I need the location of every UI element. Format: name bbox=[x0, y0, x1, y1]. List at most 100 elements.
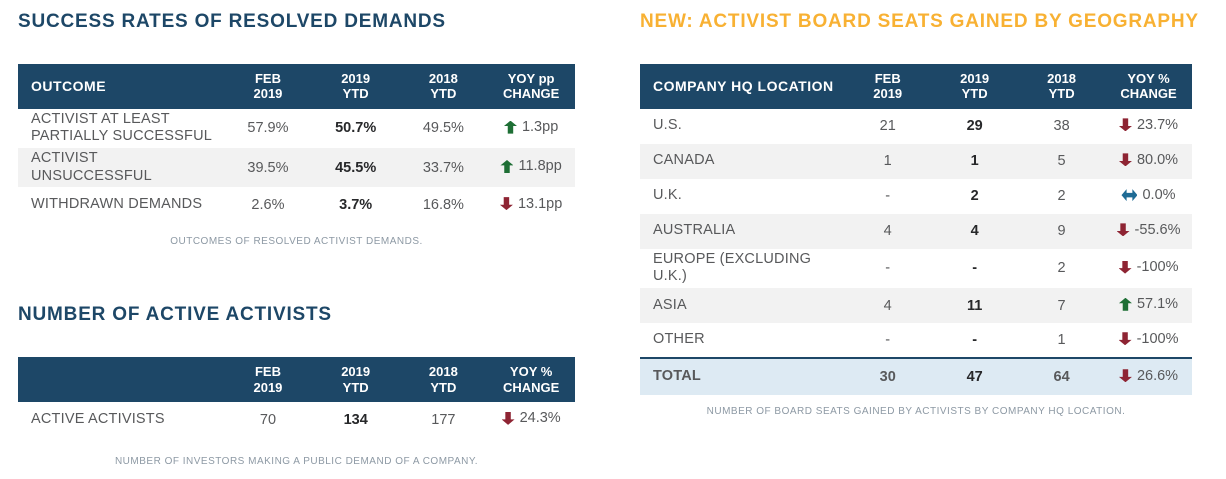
ytd-2018-value: 7 bbox=[1057, 297, 1066, 314]
feb-2019-value: 30 bbox=[879, 369, 896, 386]
success-rates-title: SUCCESS RATES OF RESOLVED DEMANDS bbox=[18, 11, 446, 32]
trend-arrow-icon bbox=[1118, 369, 1132, 383]
trend-arrow-icon bbox=[499, 197, 513, 211]
trend-arrow-icon bbox=[1118, 118, 1132, 132]
table-row: OTHER - - 1 -100% bbox=[640, 323, 1192, 358]
board-seats-title: NEW: ACTIVIST BOARD SEATS GAINED BY GEOG… bbox=[640, 11, 1199, 32]
active-activists-title: NUMBER OF ACTIVE ACTIVISTS bbox=[18, 304, 332, 326]
ytd-2019-value: 1 bbox=[970, 153, 979, 170]
yoy-change-cell: 26.6% bbox=[1105, 358, 1192, 395]
table-row: ACTIVIST UNSUCCESSFUL 39.5% 45.5% 33.7% … bbox=[18, 148, 575, 188]
yoy-change-value: -100% bbox=[1136, 330, 1179, 347]
yoy-change-cell: -100% bbox=[1105, 249, 1192, 288]
yoy-change-cell: 24.3% bbox=[487, 402, 575, 437]
trend-arrow-icon bbox=[500, 159, 514, 173]
table-row: EUROPE (EXCLUDING U.K.) - - 2 -100% bbox=[640, 249, 1192, 288]
row-label: ACTIVE ACTIVISTS bbox=[31, 410, 165, 427]
column-header-feb-2019: FEB 2019 bbox=[224, 357, 312, 403]
row-label: ACTIVIST AT LEAST PARTIALLY SUCCESSFUL bbox=[31, 110, 213, 145]
yoy-change-cell: 57.1% bbox=[1105, 288, 1192, 323]
yoy-change-value: 11.8pp bbox=[518, 158, 562, 175]
ytd-2019-value: 3.7% bbox=[339, 196, 373, 213]
yoy-change-cell: 13.1pp bbox=[487, 187, 575, 222]
trend-arrow-icon bbox=[1121, 189, 1138, 202]
ytd-2018-value: 33.7% bbox=[422, 159, 464, 176]
table-caption: NUMBER OF INVESTORS MAKING A PUBLIC DEMA… bbox=[114, 456, 479, 468]
ytd-2019-value: 11 bbox=[966, 297, 983, 314]
row-label: WITHDRAWN DEMANDS bbox=[31, 196, 203, 213]
table-row: CANADA 1 1 5 80.0% bbox=[640, 143, 1192, 179]
ytd-2018-value: 16.8% bbox=[422, 196, 464, 213]
ytd-2019-value: 29 bbox=[966, 118, 983, 135]
yoy-change-value: -100% bbox=[1136, 259, 1179, 276]
column-header-2019-ytd: 2019 YTD bbox=[931, 64, 1019, 109]
feb-2019-value: 70 bbox=[259, 411, 277, 428]
yoy-change-value: 57.1% bbox=[1136, 296, 1179, 313]
yoy-change-cell: -100% bbox=[1105, 323, 1192, 358]
column-header-yoy-change: YOY % CHANGE bbox=[487, 357, 575, 403]
column-header-2018-ytd: 2018 YTD bbox=[1018, 64, 1106, 109]
row-label: U.S. bbox=[653, 117, 682, 134]
table-row: ASIA 4 11 7 57.1% bbox=[640, 288, 1192, 324]
ytd-2018-value: 9 bbox=[1057, 223, 1066, 240]
row-label: EUROPE (EXCLUDING U.K.) bbox=[653, 250, 812, 285]
trend-arrow-icon bbox=[1118, 153, 1132, 167]
yoy-change-value: 0.0% bbox=[1142, 187, 1176, 204]
trend-arrow-icon bbox=[1118, 297, 1132, 311]
column-header-empty bbox=[18, 357, 225, 403]
row-label: CANADA bbox=[653, 152, 715, 169]
yoy-change-cell: 11.8pp bbox=[487, 148, 575, 187]
column-header-feb-2019: FEB 2019 bbox=[224, 64, 312, 109]
ytd-2018-value: 38 bbox=[1053, 118, 1070, 135]
ytd-2018-value: 5 bbox=[1057, 153, 1066, 170]
header-row: FEB 2019 2019 YTD 2018 YTD YOY % CHANGE bbox=[18, 357, 575, 403]
feb-2019-value: 21 bbox=[879, 118, 896, 135]
ytd-2018-value: 1 bbox=[1057, 332, 1066, 349]
yoy-change-cell: -55.6% bbox=[1105, 214, 1192, 249]
yoy-change-value: 80.0% bbox=[1136, 151, 1179, 168]
trend-arrow-icon bbox=[1118, 332, 1132, 346]
table-row: U.S. 21 29 38 23.7% bbox=[640, 109, 1192, 144]
yoy-change-value: 26.6% bbox=[1136, 367, 1179, 384]
board-seats-table: COMPANY HQ LOCATION FEB 2019 2019 YTD 20… bbox=[640, 64, 1192, 396]
ytd-2019-value: 50.7% bbox=[335, 120, 377, 137]
row-label: ASIA bbox=[653, 296, 687, 313]
header-row: COMPANY HQ LOCATION FEB 2019 2019 YTD 20… bbox=[640, 64, 1192, 109]
yoy-change-value: 23.7% bbox=[1136, 116, 1179, 133]
yoy-change-value: -55.6% bbox=[1134, 221, 1181, 238]
row-label: OTHER bbox=[653, 331, 705, 348]
column-header-company-hq-location: COMPANY HQ LOCATION bbox=[640, 64, 845, 109]
left-column: SUCCESS RATES OF RESOLVED DEMANDS OUTCOM… bbox=[18, 10, 575, 467]
table-row: AUSTRALIA 4 4 9 -55.6% bbox=[640, 213, 1192, 249]
yoy-change-value: 1.3pp bbox=[521, 119, 559, 136]
total-row: TOTAL 30 47 64 26.6% bbox=[640, 358, 1192, 396]
column-header-yoy-change: YOY % CHANGE bbox=[1105, 64, 1192, 109]
yoy-change-cell: 23.7% bbox=[1105, 109, 1192, 144]
ytd-2019-value: 45.5% bbox=[335, 159, 377, 176]
feb-2019-value: 4 bbox=[883, 297, 892, 314]
table-caption: NUMBER OF BOARD SEATS GAINED BY ACTIVIST… bbox=[706, 406, 1126, 418]
yoy-change-value: 24.3% bbox=[519, 410, 561, 427]
header-row: OUTCOME FEB 2019 2019 YTD 2018 YTD YOY p… bbox=[18, 64, 575, 109]
column-header-yoy-change: YOY pp CHANGE bbox=[487, 64, 575, 109]
success-rates-table: OUTCOME FEB 2019 2019 YTD 2018 YTD YOY p… bbox=[18, 64, 575, 222]
ytd-2018-value: 177 bbox=[431, 411, 456, 428]
trend-arrow-icon bbox=[1118, 260, 1132, 274]
ytd-2018-value: 64 bbox=[1053, 369, 1070, 386]
ytd-2019-value: - bbox=[972, 260, 978, 277]
table-caption: OUTCOMES OF RESOLVED ACTIVIST DEMANDS. bbox=[170, 236, 423, 248]
column-header-feb-2019: FEB 2019 bbox=[844, 64, 932, 109]
ytd-2018-value: 49.5% bbox=[422, 120, 464, 137]
column-header-2019-ytd: 2019 YTD bbox=[311, 357, 400, 403]
yoy-change-cell: 80.0% bbox=[1105, 144, 1192, 179]
row-label: TOTAL bbox=[653, 368, 701, 385]
row-label: U.K. bbox=[653, 187, 682, 204]
feb-2019-value: 2.6% bbox=[251, 196, 285, 213]
table-row: U.K. - 2 2 0.0% bbox=[640, 179, 1192, 214]
ytd-2018-value: 2 bbox=[1057, 188, 1066, 205]
yoy-change-value: 13.1pp bbox=[517, 195, 563, 212]
column-header-2018-ytd: 2018 YTD bbox=[399, 64, 488, 109]
right-column: NEW: ACTIVIST BOARD SEATS GAINED BY GEOG… bbox=[640, 10, 1199, 418]
trend-arrow-icon bbox=[1116, 223, 1130, 237]
